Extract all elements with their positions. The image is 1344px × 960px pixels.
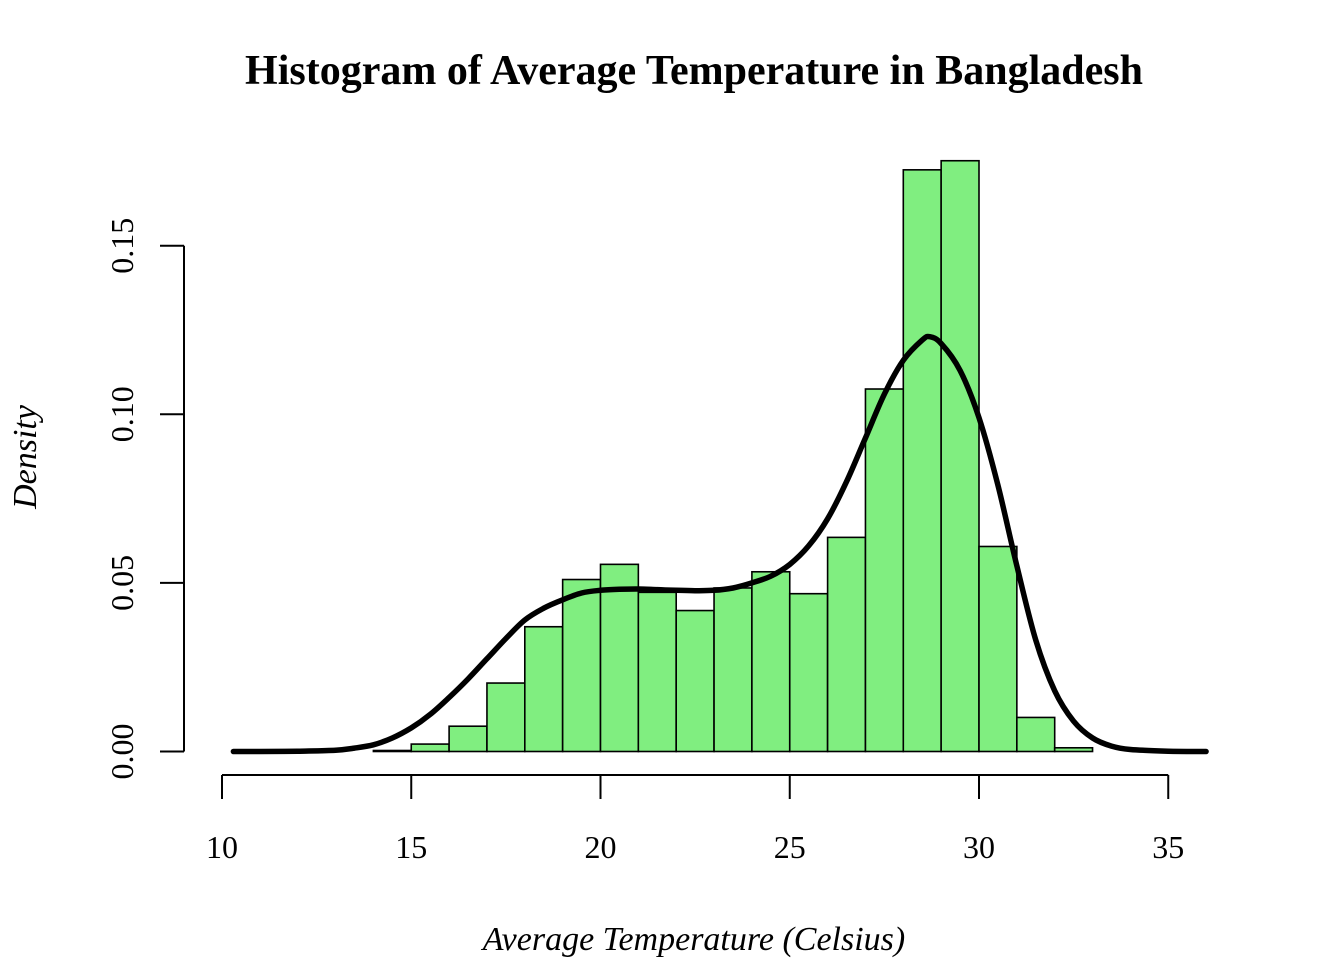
y-axis: 0.00 0.05 0.10 0.15 xyxy=(104,218,185,780)
histogram-bar xyxy=(448,725,488,753)
y-axis-label: Density xyxy=(7,404,44,510)
y-tick-label: 0.05 xyxy=(104,555,140,611)
x-tick-label: 30 xyxy=(963,829,995,865)
histogram-bar xyxy=(523,625,564,753)
histogram-bar xyxy=(1016,716,1056,753)
histogram-bar xyxy=(599,563,640,753)
histogram-bar xyxy=(713,587,753,753)
x-axis-label: Average Temperature (Celsius) xyxy=(481,921,905,958)
histogram-bar xyxy=(751,570,791,753)
x-tick-label: 25 xyxy=(774,829,806,865)
histogram-bar xyxy=(561,578,602,753)
x-tick-label: 10 xyxy=(206,829,238,865)
x-tick-label: 35 xyxy=(1152,829,1184,865)
histogram-bar xyxy=(1053,746,1094,753)
histogram-bar xyxy=(486,682,526,753)
histogram-bar xyxy=(902,169,942,753)
histogram-bar xyxy=(864,388,905,753)
x-tick-label: 20 xyxy=(585,829,617,865)
y-tick-label: 0.15 xyxy=(104,218,140,274)
histogram-bar xyxy=(826,536,867,753)
histogram-bar xyxy=(788,592,829,753)
histogram-bar xyxy=(372,749,413,753)
histogram-bar xyxy=(637,591,677,753)
chart-title: Histogram of Average Temperature in Bang… xyxy=(245,48,1143,94)
histogram-bar xyxy=(940,159,980,753)
y-tick-label: 0.10 xyxy=(104,386,140,442)
histogram-bar xyxy=(410,743,450,753)
histogram-bars xyxy=(372,159,1094,753)
histogram-bar xyxy=(675,609,715,753)
x-axis: 10 15 20 25 30 35 xyxy=(206,774,1184,865)
histogram-bar xyxy=(978,545,1018,753)
density-curve xyxy=(230,333,1209,755)
x-tick-label: 15 xyxy=(395,829,427,865)
y-tick-label: 0.00 xyxy=(104,724,140,780)
